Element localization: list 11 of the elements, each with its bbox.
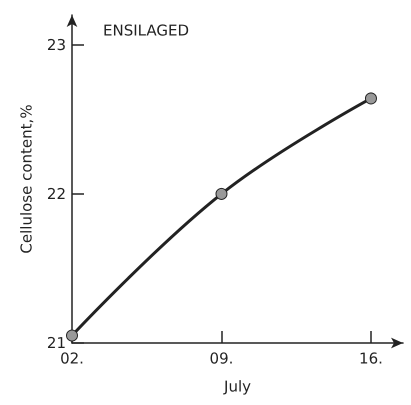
y-tick-label: 21: [46, 334, 66, 352]
x-tick-label: 02.: [60, 350, 84, 368]
x-tick-label: 16.: [359, 350, 383, 368]
y-axis-title: Cellulose content,%: [18, 104, 36, 254]
point: [215, 188, 228, 200]
x-axis-title: July: [223, 378, 252, 396]
point: [364, 92, 377, 104]
y-tick-label: 22: [46, 184, 66, 203]
y-tick-label: 23: [46, 36, 66, 54]
text: ENSILAGED: [103, 22, 189, 40]
x-tick-label: 09.: [210, 350, 234, 368]
